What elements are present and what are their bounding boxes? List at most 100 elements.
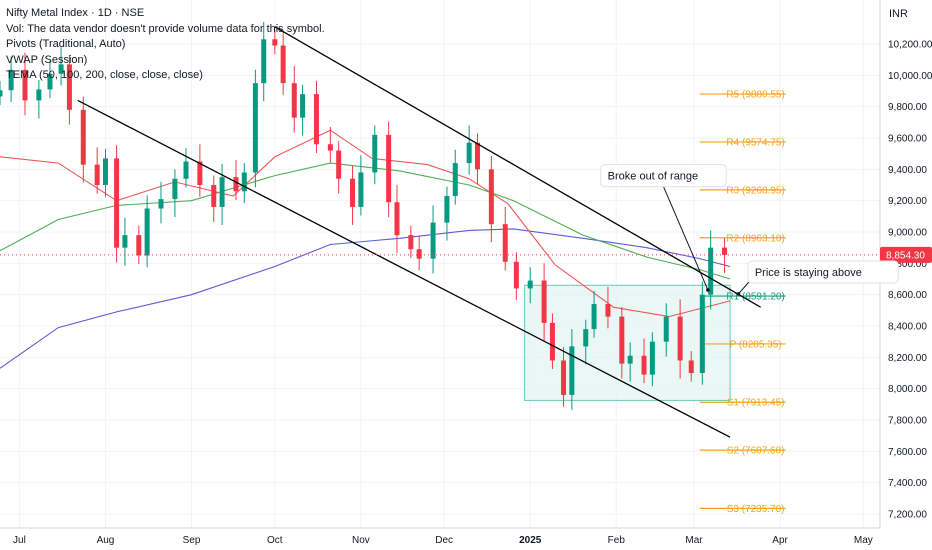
candle-body xyxy=(677,316,683,361)
candle xyxy=(569,329,575,410)
candle xyxy=(66,54,72,125)
candle-body xyxy=(172,178,178,200)
candle xyxy=(102,148,108,197)
consolidation-range-box xyxy=(524,284,731,401)
candle xyxy=(583,319,589,365)
candle-body xyxy=(583,329,589,347)
pivot-label: P (8285.35) xyxy=(730,339,782,350)
candle xyxy=(280,32,286,95)
candle-body xyxy=(114,158,120,248)
candle xyxy=(699,281,705,385)
tema-indicator-label[interactable]: TEMA (50, 100, 200, close, close, close) xyxy=(6,69,203,81)
annotation-pointer xyxy=(663,186,709,291)
candle-body xyxy=(444,195,450,223)
pivot-label: R3 (9268.95) xyxy=(726,185,784,196)
candle-body xyxy=(358,172,364,207)
y-tick-label: 9,000.00 xyxy=(888,228,927,239)
candle-body xyxy=(313,94,319,145)
candle-body xyxy=(513,261,519,289)
candle xyxy=(722,238,728,273)
candle xyxy=(416,235,422,271)
candle xyxy=(649,332,655,387)
candle-body xyxy=(0,90,3,97)
candle-body xyxy=(688,360,694,373)
candle xyxy=(313,80,319,153)
y-tick-label: 9,200.00 xyxy=(888,196,927,207)
candle xyxy=(688,351,694,382)
candle-body xyxy=(708,247,714,295)
candle xyxy=(0,80,3,106)
candle xyxy=(474,133,480,185)
annotation-pointer-tip xyxy=(706,288,710,292)
candle xyxy=(386,121,392,218)
candle-body xyxy=(300,94,306,118)
tema-200-line xyxy=(0,228,731,369)
vwap-indicator-label[interactable]: VWAP (Session) xyxy=(6,53,88,66)
candle xyxy=(549,313,555,370)
symbol-title[interactable]: Nifty Metal Index · 1D · NSE xyxy=(6,7,145,19)
candle xyxy=(300,84,306,136)
y-tick-label: 8,000.00 xyxy=(888,384,927,395)
y-tick-label: 8,800.00 xyxy=(888,259,927,270)
x-tick-label: 2025 xyxy=(519,535,542,546)
candle-body xyxy=(327,144,333,151)
candle xyxy=(122,217,128,266)
candle-body xyxy=(291,83,297,118)
candle xyxy=(144,195,150,268)
y-tick-label: 8,200.00 xyxy=(888,353,927,364)
indicator-legend: Nifty Metal Index · 1D · NSE Vol: The da… xyxy=(6,6,325,84)
candle-body xyxy=(197,161,203,185)
candle xyxy=(677,299,683,379)
x-tick-label: Apr xyxy=(772,535,788,546)
candle-body xyxy=(211,185,217,207)
candle xyxy=(408,225,414,258)
candle-body xyxy=(241,172,247,192)
candle-body xyxy=(219,177,225,207)
pivots-indicator-label[interactable]: Pivots (Traditional, Auto) xyxy=(6,38,126,50)
x-tick-label: Nov xyxy=(352,535,370,546)
last-price-tag xyxy=(880,246,932,263)
candle-body xyxy=(386,134,392,203)
candle xyxy=(183,148,189,188)
candle xyxy=(663,303,669,357)
y-tick-label: 8,400.00 xyxy=(888,322,927,333)
pivot-label: S1 (7913.45) xyxy=(727,398,785,409)
candle xyxy=(452,149,458,205)
annotation-callout xyxy=(747,260,899,284)
candle-body xyxy=(94,164,100,185)
candle xyxy=(527,267,533,304)
candle-body xyxy=(58,64,64,74)
x-tick-label: Dec xyxy=(435,535,453,546)
candle xyxy=(252,69,258,188)
pivot-label: R2 (8963.10) xyxy=(726,233,784,244)
x-tick-label: Oct xyxy=(267,535,283,546)
candle-body xyxy=(136,235,142,256)
candle xyxy=(430,205,436,274)
x-tick-label: May xyxy=(854,535,873,546)
candle-body xyxy=(416,249,422,259)
candle-body xyxy=(233,177,239,192)
candle-body xyxy=(8,69,14,91)
candle-body xyxy=(280,45,286,84)
candle-body xyxy=(605,304,611,317)
pivot-label: R1 (8591.20) xyxy=(726,292,784,303)
candle-body xyxy=(183,161,189,179)
candle xyxy=(327,127,333,163)
candle-body xyxy=(394,202,400,236)
candle-body xyxy=(452,163,458,196)
candle xyxy=(444,186,450,241)
candle xyxy=(291,65,297,133)
candle-body xyxy=(408,235,414,250)
annotation-text: Price is staying above xyxy=(755,267,862,279)
candle xyxy=(394,185,400,254)
y-tick-label: 7,800.00 xyxy=(888,416,927,427)
candle-body xyxy=(252,83,258,173)
pivot-label: S2 (7607.60) xyxy=(727,446,785,457)
y-tick-label: 10,000.00 xyxy=(888,71,932,82)
candle-body xyxy=(627,355,633,364)
candle-body xyxy=(102,158,108,185)
candle-body xyxy=(66,64,72,110)
candle-body xyxy=(649,341,655,375)
